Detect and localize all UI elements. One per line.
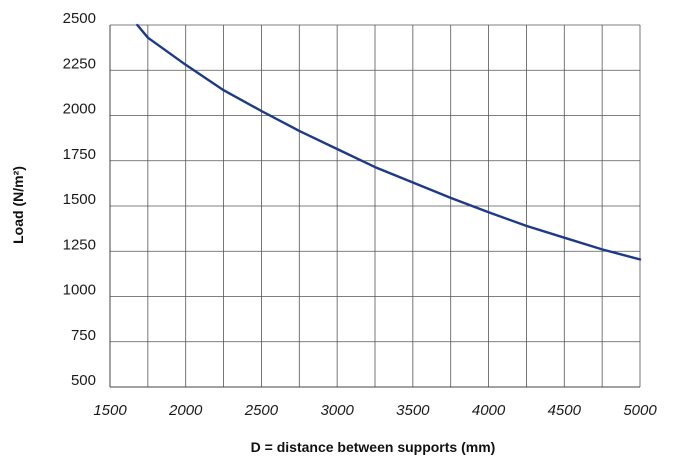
y-tick-label: 1750 <box>63 146 96 163</box>
x-tick-label: 5000 <box>623 402 657 419</box>
y-axis-title: Load (N/m²) <box>10 166 26 244</box>
x-tick-label: 4000 <box>472 402 506 419</box>
series-line <box>136 23 642 261</box>
x-tick-label: 3000 <box>320 402 354 419</box>
x-tick-label: 4500 <box>548 402 582 419</box>
grid <box>110 24 641 388</box>
y-tick-label: 1500 <box>63 191 96 208</box>
series-group <box>136 23 642 261</box>
axes <box>109 25 640 388</box>
x-tick-label: 2000 <box>168 402 203 419</box>
x-tick-label: 1500 <box>93 402 127 419</box>
y-tick-label: 1250 <box>63 236 96 253</box>
y-tick-label: 2000 <box>63 101 96 118</box>
y-tick-label: 750 <box>71 327 96 344</box>
y-tick-label: 500 <box>71 372 96 389</box>
x-tick-label: 2500 <box>244 402 279 419</box>
x-tick-label: 3500 <box>396 402 430 419</box>
x-tick-labels: 1500 2000 2500 3000 3500 4000 4500 5000 <box>93 402 657 419</box>
y-tick-labels: 500 750 1000 1250 1500 1750 2000 2250 2500 <box>63 10 96 389</box>
x-axis-title: D = distance between supports (mm) <box>251 439 496 455</box>
y-tick-label: 2500 <box>63 10 96 27</box>
y-tick-label: 1000 <box>63 282 96 299</box>
y-tick-label: 2250 <box>63 55 96 72</box>
